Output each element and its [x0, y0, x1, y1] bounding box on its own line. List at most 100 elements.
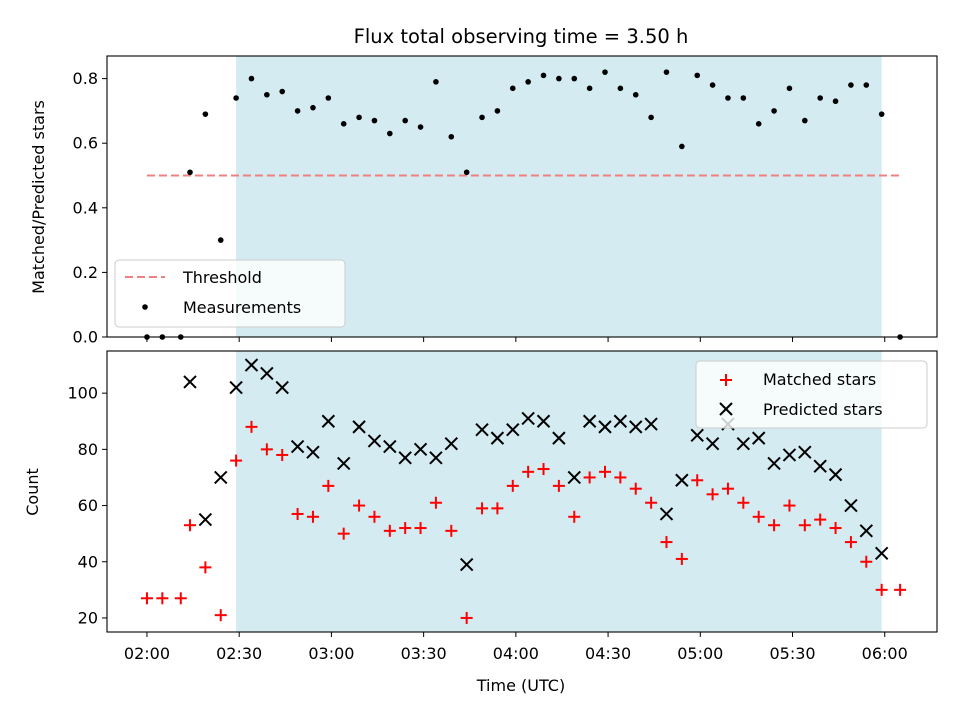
predicted-star-point [675, 473, 689, 487]
matched-star-point [429, 496, 442, 509]
predicted-star-point [183, 375, 197, 389]
measurement-point [863, 82, 870, 88]
predicted-star-point [844, 498, 858, 513]
x-tick-label: 02:30 [216, 644, 262, 663]
matched-star-point [768, 519, 781, 532]
matched-star-point [506, 479, 519, 492]
measurement-point [463, 169, 470, 176]
measurement-point [571, 75, 578, 82]
x-tick-label: 04:30 [585, 644, 631, 663]
y-tick-label: 80 [78, 440, 98, 459]
measurement-point [217, 237, 224, 243]
predicted-star-point [813, 459, 827, 473]
y-tick-label: 0.6 [73, 134, 98, 153]
matched-star-point [140, 592, 153, 605]
matched-star-point [844, 536, 857, 549]
predicted-star-point [444, 437, 459, 451]
x-tick-label: 02:00 [124, 644, 170, 663]
measurement-point [878, 111, 885, 117]
matched-star-point [783, 499, 796, 512]
measurement-point [648, 114, 654, 121]
measurement-point [848, 82, 854, 88]
matched-star-point [814, 513, 827, 526]
predicted-star-point [751, 431, 766, 445]
measurement-point [832, 98, 839, 105]
matched-star-point [260, 443, 273, 456]
matched-star-point [522, 465, 535, 478]
measurement-point [786, 85, 793, 92]
legend-matched-label: Matched stars [763, 370, 876, 389]
y-tick-label: 0.0 [73, 328, 98, 347]
bottom-legend: Matched stars Predicted stars [695, 360, 928, 429]
predicted-star-point [629, 420, 643, 434]
predicted-star-point [290, 439, 305, 454]
measurement-point [417, 124, 424, 130]
legend-predicted-label: Predicted stars [763, 400, 883, 419]
top-legend: Threshold Measurements [114, 259, 346, 328]
matched-star-point [721, 482, 734, 495]
measurement-point [325, 95, 332, 101]
y-tick-label: 20 [78, 608, 98, 627]
x-tick-label: 04:00 [493, 644, 539, 663]
matched-star-point [829, 522, 842, 535]
predicted-star-point [506, 422, 520, 437]
predicted-star-point [736, 437, 751, 451]
predicted-star-point [475, 422, 489, 437]
predicted-star-point [383, 439, 397, 454]
measurement-point [802, 117, 808, 124]
predicted-star-point [398, 451, 412, 465]
y-tick-label: 60 [78, 496, 98, 515]
bottom-y-axis-label: Count [23, 468, 42, 516]
predicted-star-point [429, 451, 443, 465]
matched-star-point [383, 524, 396, 537]
matched-star-point [645, 496, 658, 509]
measurement-point [248, 75, 255, 82]
measurement-point [371, 117, 378, 124]
matched-star-point [322, 479, 335, 492]
predicted-star-point [705, 437, 720, 451]
measurement-point [433, 79, 439, 85]
measurement-point [540, 72, 547, 79]
legend-measurements-swatch [142, 304, 148, 310]
measurement-point [448, 133, 455, 140]
legend-threshold-label: Threshold [182, 268, 262, 287]
predicted-star-point [459, 557, 474, 572]
star-count-panel: 20 40 60 80 100 02:00 02:30 03:00 03:30 04:00 04:… [23, 350, 938, 695]
chart-title: Flux total observing time = 3.50 h [354, 25, 689, 48]
measurement-point [233, 95, 239, 101]
matched-star-point [445, 524, 458, 537]
predicted-star-point [521, 411, 535, 426]
measurement-point [402, 117, 408, 124]
predicted-star-point [260, 366, 274, 381]
measurement-point [556, 75, 562, 82]
measurement-point [494, 108, 501, 114]
matched-star-point [599, 465, 611, 478]
matched-star-point [675, 552, 688, 565]
measurement-point [586, 85, 593, 92]
y-tick-label: 0.8 [73, 69, 98, 88]
matched-star-point [174, 592, 187, 605]
measurement-point [187, 169, 193, 176]
predicted-star-point [782, 448, 797, 462]
predicted-star-point [413, 442, 428, 457]
x-tick-label: 05:30 [769, 644, 815, 663]
matched-star-point [537, 463, 550, 476]
matched-star-point [460, 611, 473, 624]
matched-star-point [214, 609, 227, 622]
measurement-point [679, 143, 685, 150]
predicted-star-point [659, 507, 674, 521]
measurement-point [694, 72, 701, 79]
matched-star-point [860, 555, 873, 568]
legend-matched-swatch [720, 374, 732, 386]
predicted-star-point [859, 524, 874, 538]
matched-star-point [245, 420, 258, 433]
matched-star-point [353, 499, 366, 512]
x-tick-label: 06:00 [862, 644, 908, 663]
bottom-panel-frame [106, 350, 938, 633]
y-tick-label: 100 [67, 384, 98, 403]
y-tick-label: 0.4 [73, 198, 98, 217]
predicted-star-point [798, 445, 812, 459]
predicted-star-point [244, 358, 259, 372]
matched-star-point [798, 519, 811, 532]
measurement-point [264, 91, 270, 98]
